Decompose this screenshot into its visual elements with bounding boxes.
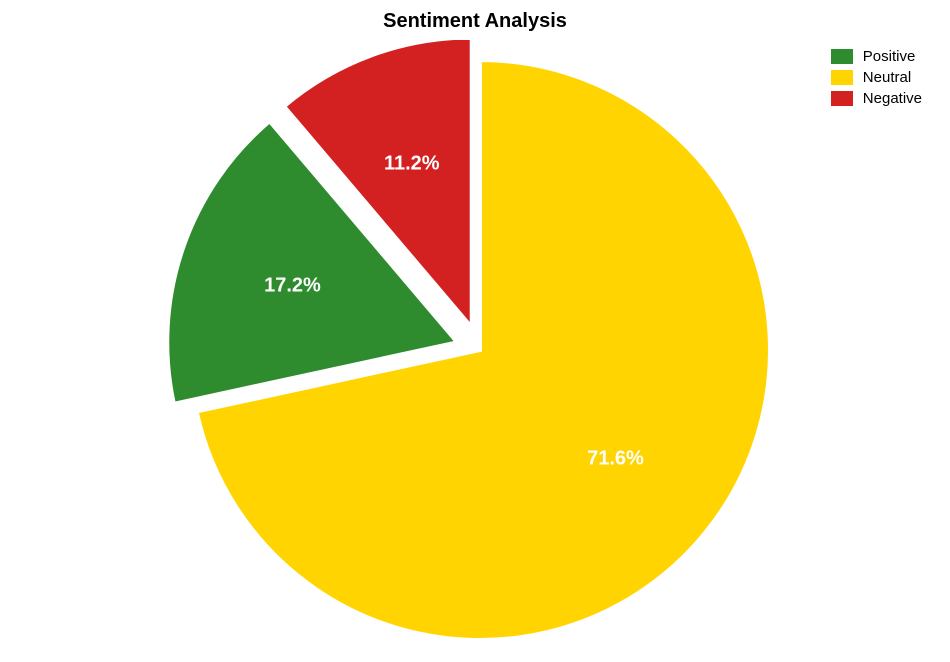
legend: Positive Neutral Negative xyxy=(831,48,922,111)
pie-slice-label-neutral: 71.6% xyxy=(587,447,644,469)
pie-slice-label-negative: 11.2% xyxy=(384,152,440,174)
pie-chart: 71.6% 17.2% 11.2% xyxy=(150,40,810,660)
legend-item-neutral: Neutral xyxy=(831,69,922,86)
legend-label: Negative xyxy=(863,90,922,107)
legend-swatch xyxy=(831,91,853,106)
legend-label: Neutral xyxy=(863,69,911,86)
legend-item-positive: Positive xyxy=(831,48,922,65)
chart-title: Sentiment Analysis xyxy=(383,10,567,33)
legend-label: Positive xyxy=(863,48,916,65)
legend-item-negative: Negative xyxy=(831,90,922,107)
legend-swatch xyxy=(831,70,853,85)
pie-slice-label-positive: 17.2% xyxy=(264,275,321,297)
legend-swatch xyxy=(831,49,853,64)
